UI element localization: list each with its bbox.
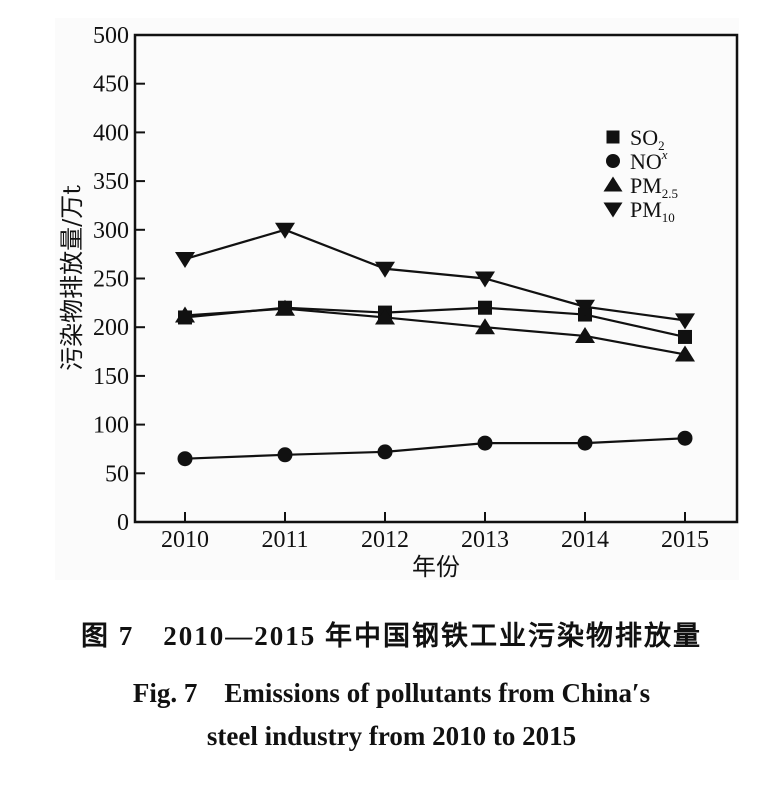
legend-label: PM10 <box>630 197 675 225</box>
legend-label: PM2.5 <box>630 173 678 201</box>
y-tick-label: 0 <box>117 510 129 536</box>
x-tick-label: 2012 <box>361 527 409 553</box>
plot-frame <box>133 33 739 524</box>
data-point <box>575 326 595 343</box>
y-tick-label: 400 <box>93 120 129 146</box>
x-tick-label: 2015 <box>661 527 709 553</box>
legend-label: NOx <box>630 147 668 174</box>
series-nox <box>177 430 693 467</box>
data-point <box>475 318 495 335</box>
chart-background <box>55 18 739 580</box>
figure-caption-english-line2: steel industry from 2010 to 2015 <box>206 721 577 751</box>
line-chart: 0 50 100 150 200 250 300 350 400 450 500 2010 2011 20… <box>58 23 739 581</box>
series-pm25 <box>175 299 695 362</box>
y-tick-label: 200 <box>93 315 129 341</box>
data-point <box>275 222 295 239</box>
x-axis-label: 年份 <box>412 553 460 581</box>
axes <box>133 33 739 524</box>
data-point <box>175 306 195 323</box>
data-point <box>678 329 692 344</box>
figure-caption-english-line1: Fig. 7 Emissions of pollutants from Chin… <box>132 678 651 708</box>
data-point <box>175 252 195 269</box>
data-point <box>477 435 493 451</box>
x-tick-label: 2013 <box>461 527 509 553</box>
x-tick-label: 2010 <box>161 527 209 553</box>
series-line <box>184 228 686 322</box>
x-tick-label: 2014 <box>561 527 609 553</box>
ticks: 0 50 100 150 200 250 300 350 400 450 500 2010 2011 20… <box>93 23 709 553</box>
y-tick-label: 450 <box>93 72 129 98</box>
figure-caption-chinese: 图 7 2010—2015 年中国钢铁工业污染物排放量 <box>81 621 702 651</box>
data-point <box>675 345 695 362</box>
data-point <box>577 435 593 451</box>
data-point <box>677 430 693 446</box>
series-pm10 <box>175 222 695 330</box>
y-tick-label: 250 <box>93 267 129 293</box>
y-tick-label: 100 <box>93 413 129 439</box>
legend-marker <box>603 202 623 218</box>
data-point <box>478 300 492 315</box>
data-point <box>375 308 395 325</box>
data-point <box>375 261 395 278</box>
y-tick-label: 150 <box>93 364 129 390</box>
legend-label: SO2 <box>630 125 665 153</box>
data-point <box>575 299 595 316</box>
legend-marker <box>603 176 623 192</box>
data-point <box>377 444 393 460</box>
data-point <box>177 451 193 467</box>
y-tick-label: 500 <box>93 23 129 49</box>
series-group <box>175 222 695 467</box>
data-point <box>275 299 295 316</box>
series-line <box>184 307 686 356</box>
legend-marker <box>606 154 620 168</box>
data-point <box>675 313 695 330</box>
y-tick-label: 350 <box>93 169 129 195</box>
series-line <box>184 437 686 460</box>
x-tick-label: 2011 <box>261 527 308 553</box>
y-tick-label: 300 <box>93 218 129 244</box>
legend-marker <box>606 130 620 144</box>
data-point <box>475 271 495 288</box>
y-tick-label: 50 <box>105 461 129 487</box>
data-point <box>277 447 293 463</box>
y-axis-label: 污染物排放量/万t <box>58 185 86 371</box>
